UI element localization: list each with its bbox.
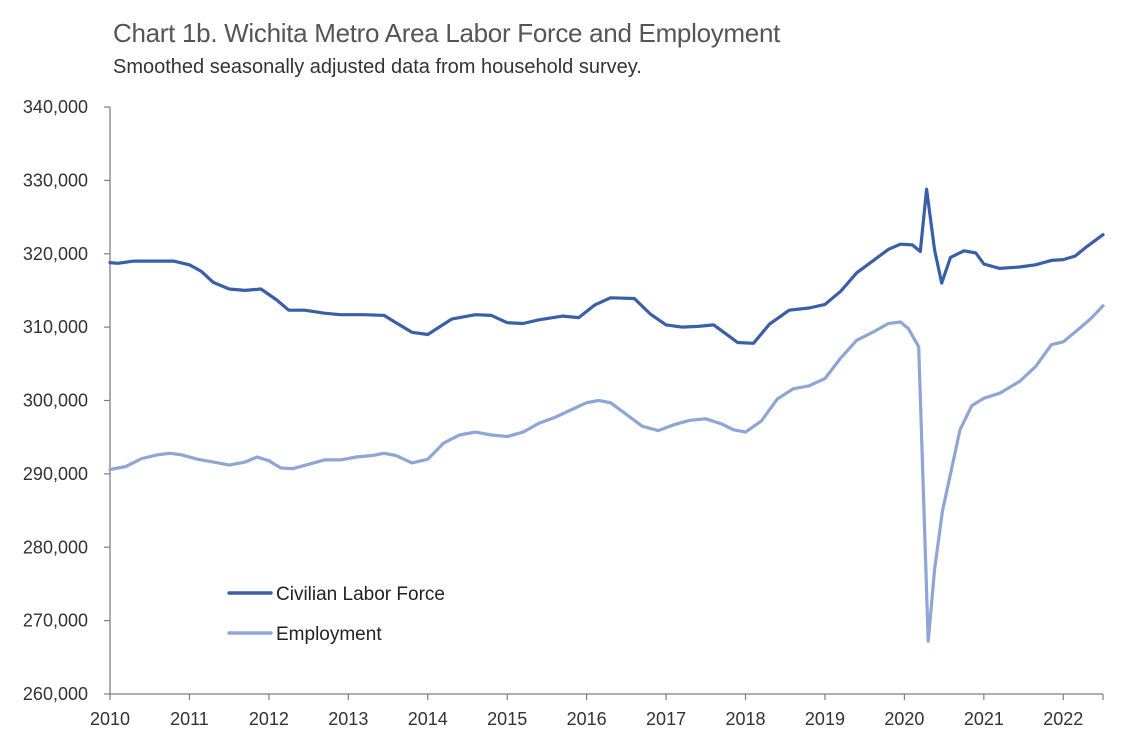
y-tick-label: 270,000 [23, 611, 88, 631]
x-tick-label: 2013 [328, 709, 368, 729]
y-tick-label: 340,000 [23, 97, 88, 117]
x-tick-label: 2011 [170, 709, 209, 729]
x-tick-label: 2018 [725, 709, 765, 729]
y-tick-label: 310,000 [23, 317, 88, 337]
y-tick-label: 290,000 [23, 464, 88, 484]
y-tick-label: 260,000 [23, 684, 88, 704]
chart-title: Chart 1b. Wichita Metro Area Labor Force… [113, 18, 781, 48]
x-tick-label: 2017 [646, 709, 686, 729]
x-tick-label: 2012 [249, 709, 289, 729]
y-tick-label: 280,000 [23, 537, 88, 557]
chart-subtitle: Smoothed seasonally adjusted data from h… [113, 56, 642, 78]
x-tick-label: 2022 [1043, 709, 1083, 729]
y-tick-label: 330,000 [23, 170, 88, 190]
series-line-civilian-labor-force [108, 187, 1105, 345]
x-tick-label: 2019 [805, 709, 845, 729]
legend-label: Employment [276, 624, 382, 645]
series-lines [108, 187, 1105, 643]
x-tick-label: 2021 [964, 709, 1004, 729]
x-tick-label: 2015 [487, 709, 527, 729]
series-line-employment [108, 304, 1105, 643]
y-tick-label: 300,000 [23, 391, 88, 411]
x-tick-label: 2014 [408, 709, 448, 729]
legend-label: Civilian Labor Force [276, 584, 445, 605]
x-tick-label: 2020 [884, 709, 924, 729]
legend: Civilian Labor Force Employment [227, 584, 445, 645]
axes: 260,000 270,000 280,000 290,000 300,000 310,0… [23, 97, 1104, 729]
x-tick-label: 2016 [567, 709, 607, 729]
x-tick-label: 2010 [90, 709, 130, 729]
y-tick-label: 320,000 [23, 244, 88, 264]
